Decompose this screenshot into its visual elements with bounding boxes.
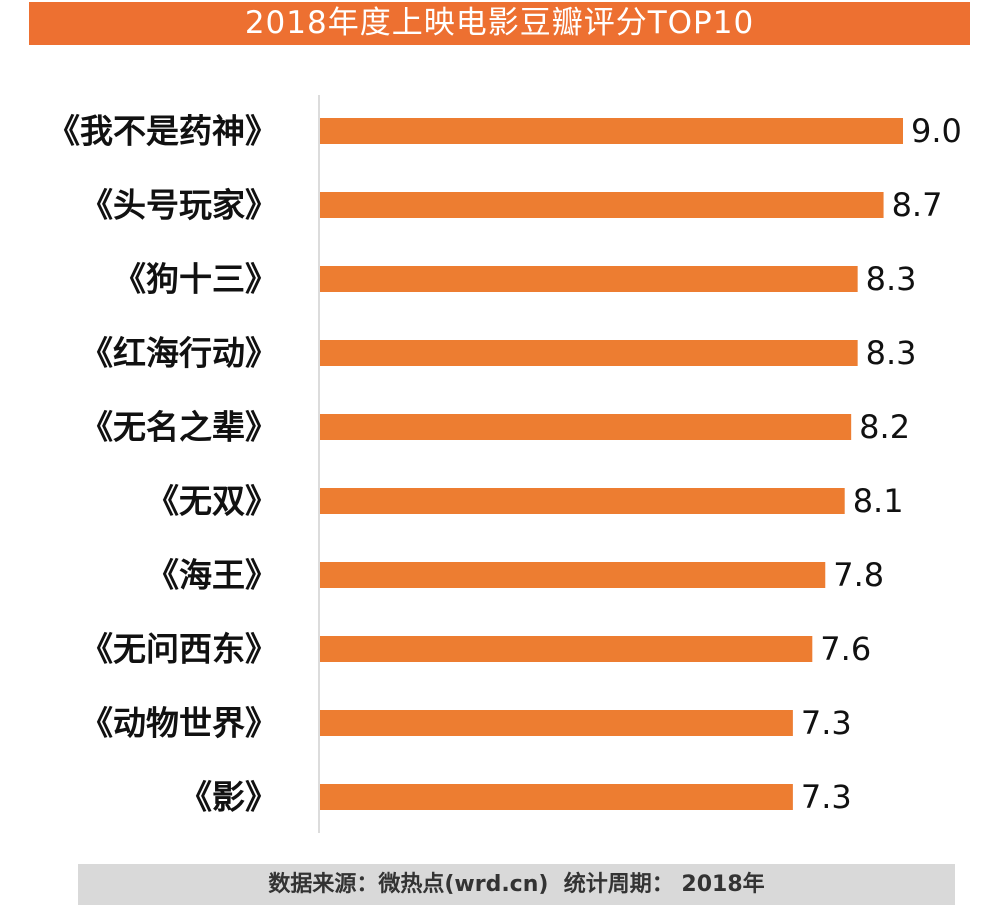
category-label: 《海王》 xyxy=(146,556,278,595)
value-label: 7.3 xyxy=(801,704,852,742)
category-label: 《无名之辈》 xyxy=(80,408,278,447)
bars-group xyxy=(320,118,903,810)
chart-title: 2018年度上映电影豆瓣评分TOP10 xyxy=(29,2,970,45)
value-label: 9.0 xyxy=(911,112,962,150)
data-source-note: 数据来源：微热点(wrd.cn) 统计周期： 2018年 xyxy=(78,864,955,905)
value-labels-group: 9.0 8.7 8.3 8.3 8.2 8.1 7.8 7.6 7.3 7.3 xyxy=(801,112,962,816)
value-label: 8.3 xyxy=(866,260,917,298)
value-label: 8.1 xyxy=(853,482,904,520)
value-label: 7.8 xyxy=(833,556,884,594)
value-label: 7.6 xyxy=(820,630,871,668)
value-label: 8.3 xyxy=(866,334,917,372)
category-label: 《红海行动》 xyxy=(80,334,278,373)
bar xyxy=(320,414,852,440)
bar xyxy=(320,192,884,218)
value-label: 7.3 xyxy=(801,778,852,816)
category-label: 《无问西东》 xyxy=(80,630,278,669)
bar xyxy=(320,562,826,588)
bar xyxy=(320,340,858,366)
value-label: 8.7 xyxy=(892,186,943,224)
bar xyxy=(320,636,813,662)
bar xyxy=(320,118,903,144)
bar xyxy=(320,784,793,810)
category-label: 《影》 xyxy=(179,778,278,817)
category-label: 《动物世界》 xyxy=(80,704,278,743)
category-label: 《无双》 xyxy=(146,482,278,521)
category-label: 《头号玩家》 xyxy=(80,186,278,225)
category-label: 《我不是药神》 xyxy=(47,112,278,151)
bar xyxy=(320,266,858,292)
bar xyxy=(320,710,793,736)
category-label: 《狗十三》 xyxy=(113,260,278,299)
bar xyxy=(320,488,845,514)
category-labels-group: 《我不是药神》《头号玩家》《狗十三》《红海行动》《无名之辈》《无双》《海王》《无… xyxy=(47,112,278,817)
value-label: 8.2 xyxy=(859,408,910,446)
